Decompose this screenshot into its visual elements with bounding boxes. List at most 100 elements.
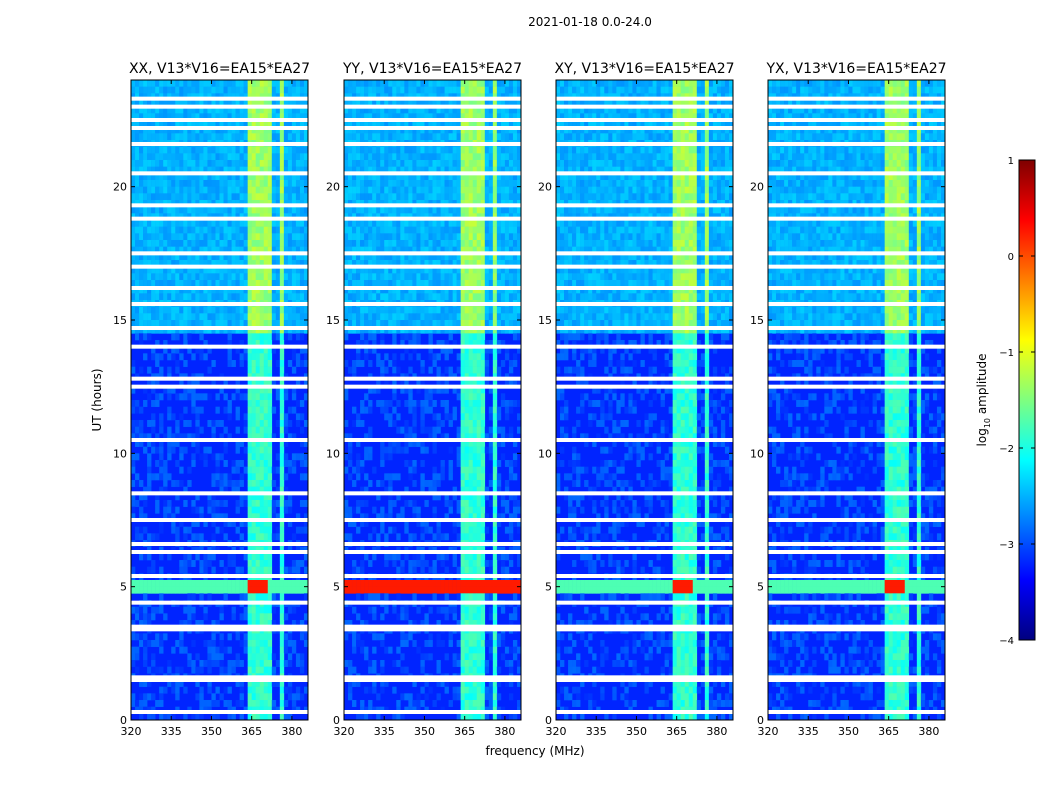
flagged-row [556, 574, 733, 578]
flagged-row [556, 518, 733, 522]
plot-frame [555, 79, 734, 721]
y-tick-label: 5 [333, 581, 340, 594]
flagged-row [344, 384, 521, 389]
flagged-row [768, 326, 945, 330]
x-tick-label: 350 [626, 725, 647, 738]
x-tick-label: 365 [454, 725, 475, 738]
colorbar-tick-label: −3 [999, 540, 1014, 551]
flagged-row [768, 203, 945, 208]
heatmap-cells [344, 80, 522, 721]
flagged-row [768, 171, 945, 176]
x-tick-label: 380 [706, 725, 727, 738]
flagged-row [131, 126, 308, 130]
y-tick-label: 0 [545, 714, 552, 727]
flagged-row [556, 550, 733, 554]
x-tick-label: 335 [586, 725, 607, 738]
panel-yy: YY, V13*V16=EA15*EA27 320 335 350 365 380 0 5 10… [326, 61, 522, 738]
colorbar-label-amplitude: amplitude [975, 354, 989, 418]
flagged-row [131, 675, 308, 680]
flagged-row [556, 627, 733, 632]
flagged-row [344, 491, 521, 496]
flagged-row [344, 344, 521, 349]
flagged-row [556, 251, 733, 256]
flagged-row [344, 518, 521, 522]
heatmap-cells [768, 80, 946, 721]
flagged-row [344, 542, 521, 546]
flagged-row [768, 550, 945, 554]
flagged-row [344, 104, 521, 109]
x-tick-label: 365 [878, 725, 899, 738]
flagged-row [768, 678, 945, 682]
flagged-row [768, 574, 945, 578]
flagged-row [768, 438, 945, 442]
flagged-row [556, 491, 733, 496]
flagged-row [131, 491, 308, 496]
x-axis-label: frequency (MHz) [485, 744, 584, 758]
y-tick-label: 0 [757, 714, 764, 727]
flagged-row [344, 624, 521, 629]
x-tick-label: 335 [161, 725, 182, 738]
flagged-row [768, 286, 945, 290]
flagged-row [556, 203, 733, 208]
flagged-row [556, 171, 733, 176]
flagged-row [131, 302, 308, 306]
flagged-row [344, 286, 521, 290]
flagged-row [768, 518, 945, 522]
flagged-row [556, 142, 733, 146]
x-tick-label: 320 [334, 725, 355, 738]
flagged-row [768, 627, 945, 632]
flagged-row [344, 118, 521, 122]
colorbar: 10−1−2−3−4 log10 amplitude [975, 156, 1036, 647]
y-tick-label: 10 [326, 447, 340, 460]
flagged-row [344, 627, 521, 632]
flagged-row [768, 302, 945, 306]
y-tick-label: 15 [538, 314, 552, 327]
y-tick-label: 20 [113, 181, 127, 194]
flagged-row [344, 264, 521, 269]
flagged-row [768, 104, 945, 109]
flagged-row [344, 96, 521, 101]
flagged-row [131, 600, 308, 605]
flagged-row [768, 542, 945, 546]
flagged-row [768, 216, 945, 221]
flagged-row [344, 326, 521, 330]
colorbar-label-log: log [975, 428, 989, 446]
x-tick-label: 335 [798, 725, 819, 738]
flagged-row [131, 264, 308, 269]
flagged-row [556, 675, 733, 680]
x-tick-label: 365 [666, 725, 687, 738]
x-tick-label: 335 [374, 725, 395, 738]
panel-yx: YX, V13*V16=EA15*EA27 320 335 350 365 380 0 5 10… [750, 61, 947, 738]
flagged-row [344, 126, 521, 130]
flagged-row [344, 550, 521, 554]
flagged-row [131, 384, 308, 389]
flagged-row [768, 384, 945, 389]
flagged-row [344, 171, 521, 176]
x-tick-label: 350 [414, 725, 435, 738]
y-tick-label: 15 [750, 314, 764, 327]
flagged-row [131, 118, 308, 122]
panel-xx: XX, V13*V16=EA15*EA27 320 335 350 365 380 0 5 10… [113, 61, 310, 738]
y-tick-label: 10 [538, 447, 552, 460]
y-tick-label: 15 [326, 314, 340, 327]
flagged-row [344, 678, 521, 682]
flagged-row [768, 491, 945, 496]
panels: XX, V13*V16=EA15*EA27 320 335 350 365 380 0 5 10… [113, 61, 947, 738]
y-tick-label: 20 [326, 181, 340, 194]
flagged-row [131, 216, 308, 221]
flagged-row [556, 264, 733, 269]
y-tick-label: 0 [333, 714, 340, 727]
flagged-row [131, 624, 308, 629]
figure-title: 2021-01-18 0.0-24.0 [528, 15, 652, 29]
colorbar-tick-label: −2 [999, 444, 1014, 455]
flagged-row [556, 286, 733, 290]
panel-xy: XY, V13*V16=EA15*EA27 320 335 350 365 380 0 5 10… [538, 61, 735, 738]
flagged-row [131, 344, 308, 349]
flagged-row [768, 96, 945, 101]
y-tick-label: 15 [113, 314, 127, 327]
flagged-row [344, 438, 521, 442]
flagged-row [344, 203, 521, 208]
colorbar-tick-label: 1 [1008, 156, 1014, 167]
x-tick-label: 320 [546, 725, 567, 738]
flagged-row [344, 302, 521, 306]
